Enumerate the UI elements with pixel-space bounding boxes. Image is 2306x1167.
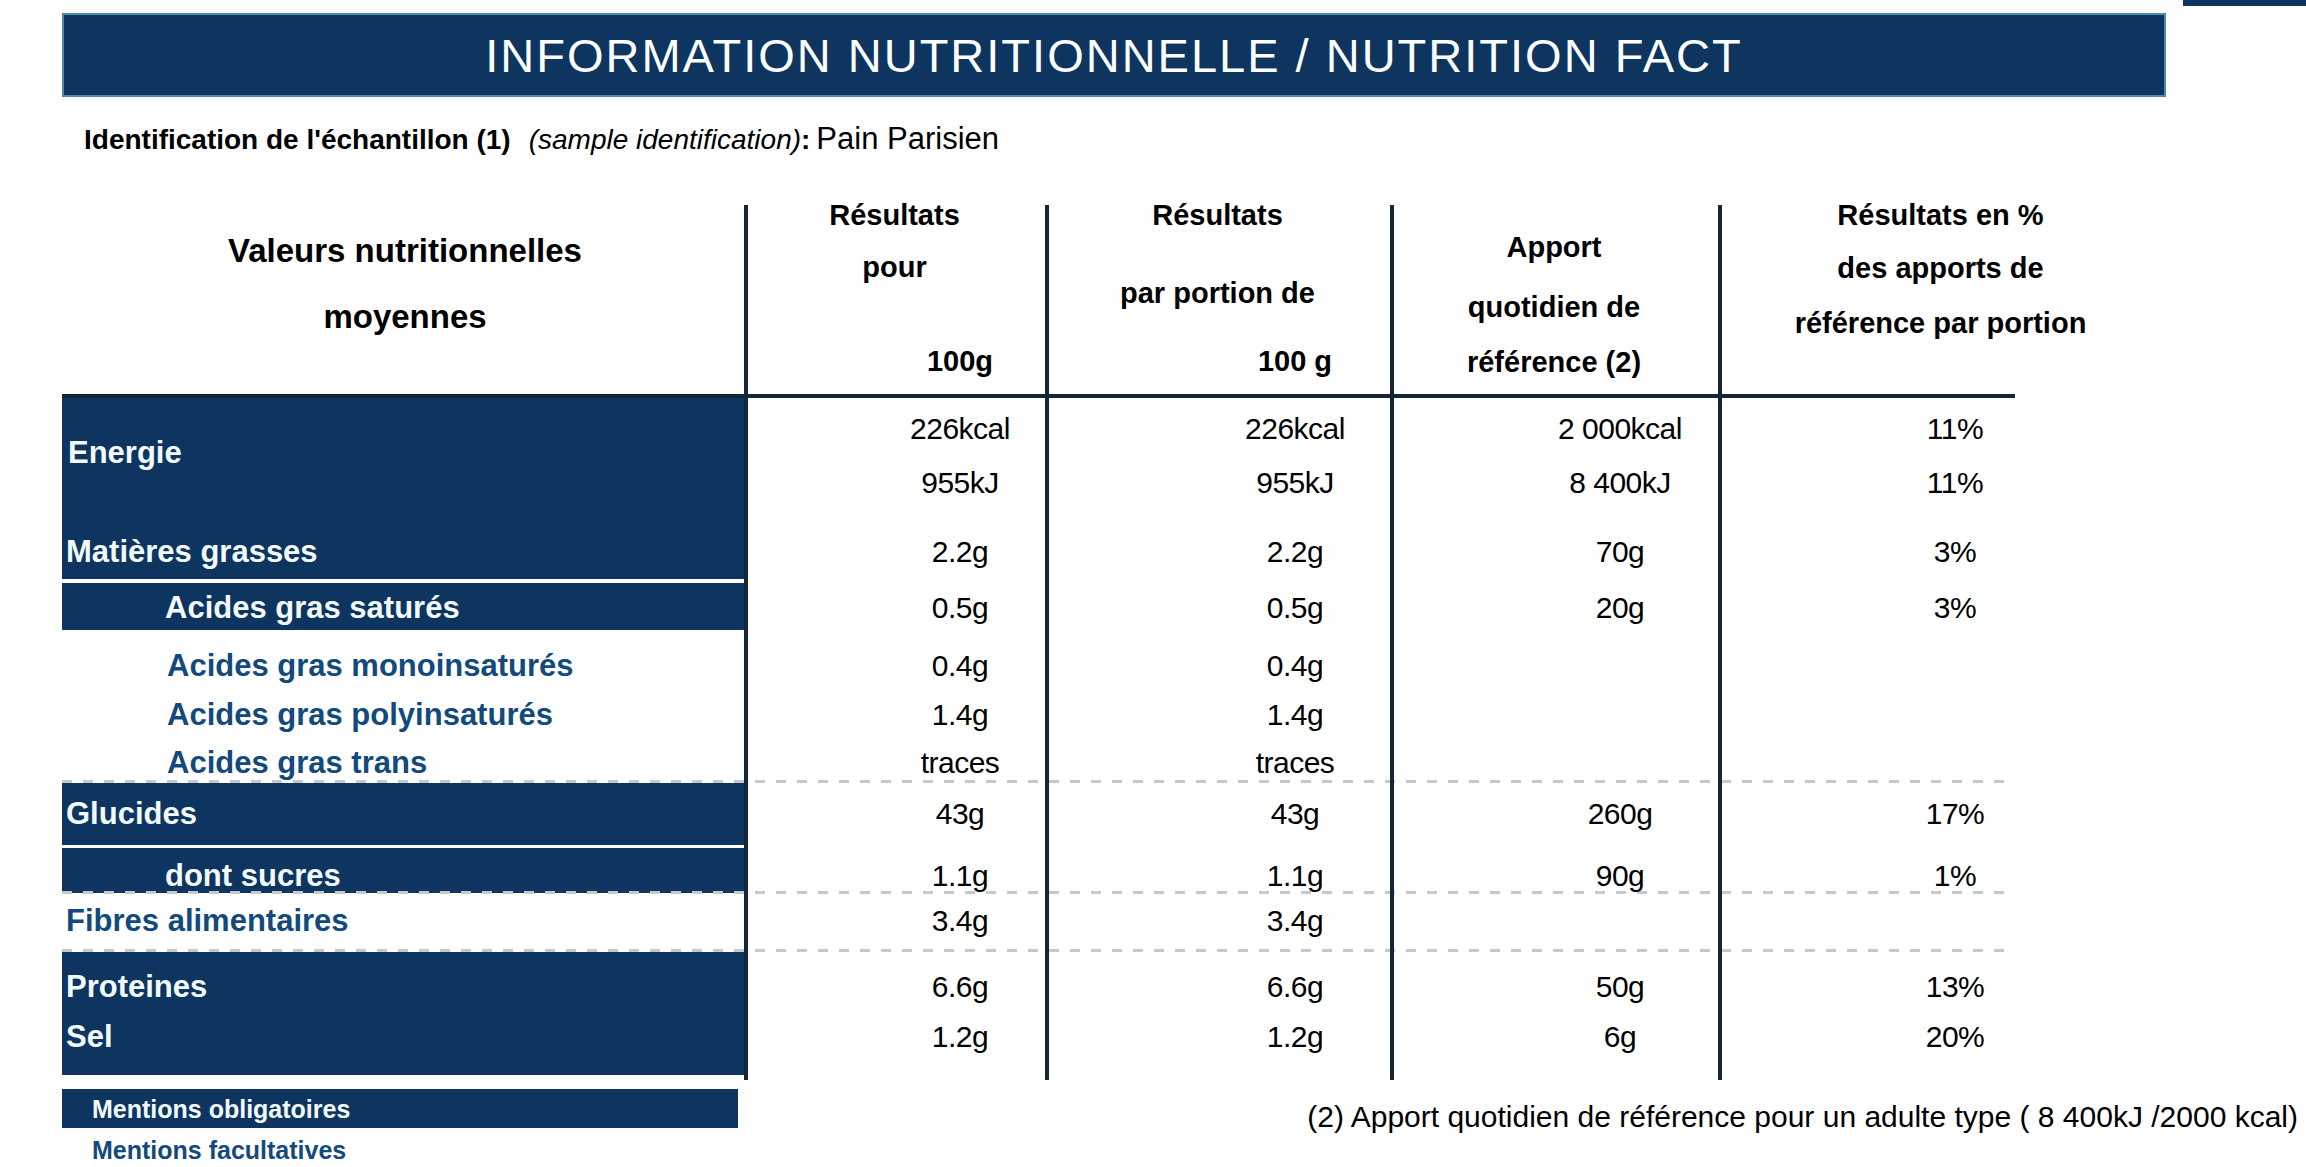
row-label-sel: Sel <box>66 1018 113 1056</box>
col3-header-line3: référence (2) <box>1390 343 1718 381</box>
value-sel-pct: 20% <box>1815 1018 2095 1056</box>
row-label-fibres-alimentaires: Fibres alimentaires <box>66 902 349 940</box>
column-separator-1 <box>744 205 748 1080</box>
value-energie-kcal-100g: 226kcal <box>820 410 1100 448</box>
title-bar: INFORMATION NUTRITIONNELLE / NUTRITION F… <box>62 13 2166 97</box>
value-sucres-pct: 1% <box>1815 857 2095 895</box>
value-satures-100g: 0.5g <box>820 589 1100 627</box>
row-label-acides-gras-monoinsatures: Acides gras monoinsaturés <box>167 647 574 685</box>
value-sucres-100g: 1.1g <box>820 857 1100 895</box>
row-label-matieres-grasses: Matières grasses <box>66 533 318 571</box>
row-label-dont-sucres: dont sucres <box>165 857 341 895</box>
col1-header-line3: 100g <box>820 342 1100 380</box>
value-trans-100g: traces <box>820 744 1100 782</box>
col4-header-line1: Résultats en % <box>1718 196 2163 234</box>
sample-identification-line: Identification de l'échantillon (1) (samp… <box>84 120 999 158</box>
value-glucides-pct: 17% <box>1815 795 2095 833</box>
dotted-separator-3 <box>62 949 2015 952</box>
row-label-glucides: Glucides <box>66 795 197 833</box>
sample-label-en: (sample identification) <box>529 124 801 155</box>
page-title: INFORMATION NUTRITIONNELLE / NUTRITION F… <box>485 28 1743 83</box>
value-proteines-pct: 13% <box>1815 968 2095 1006</box>
legend-mentions-obligatoires: Mentions obligatoires <box>92 1090 350 1128</box>
col1-header-line1: Résultats <box>744 196 1045 234</box>
reference-footnote: (2) Apport quotidien de référence pour u… <box>1307 1100 2298 1134</box>
page-edge-strip <box>2183 0 2306 6</box>
header-underline <box>62 394 2015 398</box>
legend-mentions-facultatives: Mentions facultatives <box>92 1131 346 1167</box>
row-label-energie: Energie <box>68 434 182 472</box>
col2-header-line2: par portion de <box>1045 274 1390 312</box>
value-matieres-100g: 2.2g <box>820 533 1100 571</box>
value-fibres-100g: 3.4g <box>820 902 1100 940</box>
value-glucides-100g: 43g <box>820 795 1100 833</box>
value-matieres-pct: 3% <box>1815 533 2095 571</box>
col4-header-line2: des apports de <box>1718 249 2163 287</box>
col4-header-line3: référence par portion <box>1718 304 2163 342</box>
sample-label-fr: Identification de l'échantillon (1) <box>84 124 511 155</box>
column-separator-2 <box>1045 205 1049 1080</box>
value-energie-kj-pct: 11% <box>1815 464 2095 502</box>
value-satures-pct: 3% <box>1815 589 2095 627</box>
value-polyinsatures-100g: 1.4g <box>820 696 1100 734</box>
col3-header-line2: quotidien de <box>1390 288 1718 326</box>
row-label-proteines: Proteines <box>66 968 207 1006</box>
value-proteines-100g: 6.6g <box>820 968 1100 1006</box>
value-sel-100g: 1.2g <box>820 1018 1100 1056</box>
column-separator-3 <box>1390 205 1394 1080</box>
sample-value: Pain Parisien <box>816 121 999 156</box>
col0-header-line1: Valeurs nutritionnelles <box>160 232 650 270</box>
col3-header-line1: Apport <box>1390 228 1718 266</box>
nutrition-facts-sheet: INFORMATION NUTRITIONNELLE / NUTRITION F… <box>0 0 2306 1167</box>
sample-separator: : <box>801 124 810 155</box>
value-monoinsatures-100g: 0.4g <box>820 647 1100 685</box>
column-separator-4 <box>1718 205 1722 1080</box>
col0-header-line2: moyennes <box>160 298 650 336</box>
col1-header-line2: pour <box>744 248 1045 286</box>
col2-header-line1: Résultats <box>1045 196 1390 234</box>
row-label-acides-gras-polyinsatures: Acides gras polyinsaturés <box>167 696 553 734</box>
row-label-acides-gras-satures: Acides gras saturés <box>165 589 460 627</box>
row-label-acides-gras-trans: Acides gras trans <box>167 744 427 782</box>
value-energie-kcal-pct: 11% <box>1815 410 2095 448</box>
value-energie-kj-100g: 955kJ <box>820 464 1100 502</box>
